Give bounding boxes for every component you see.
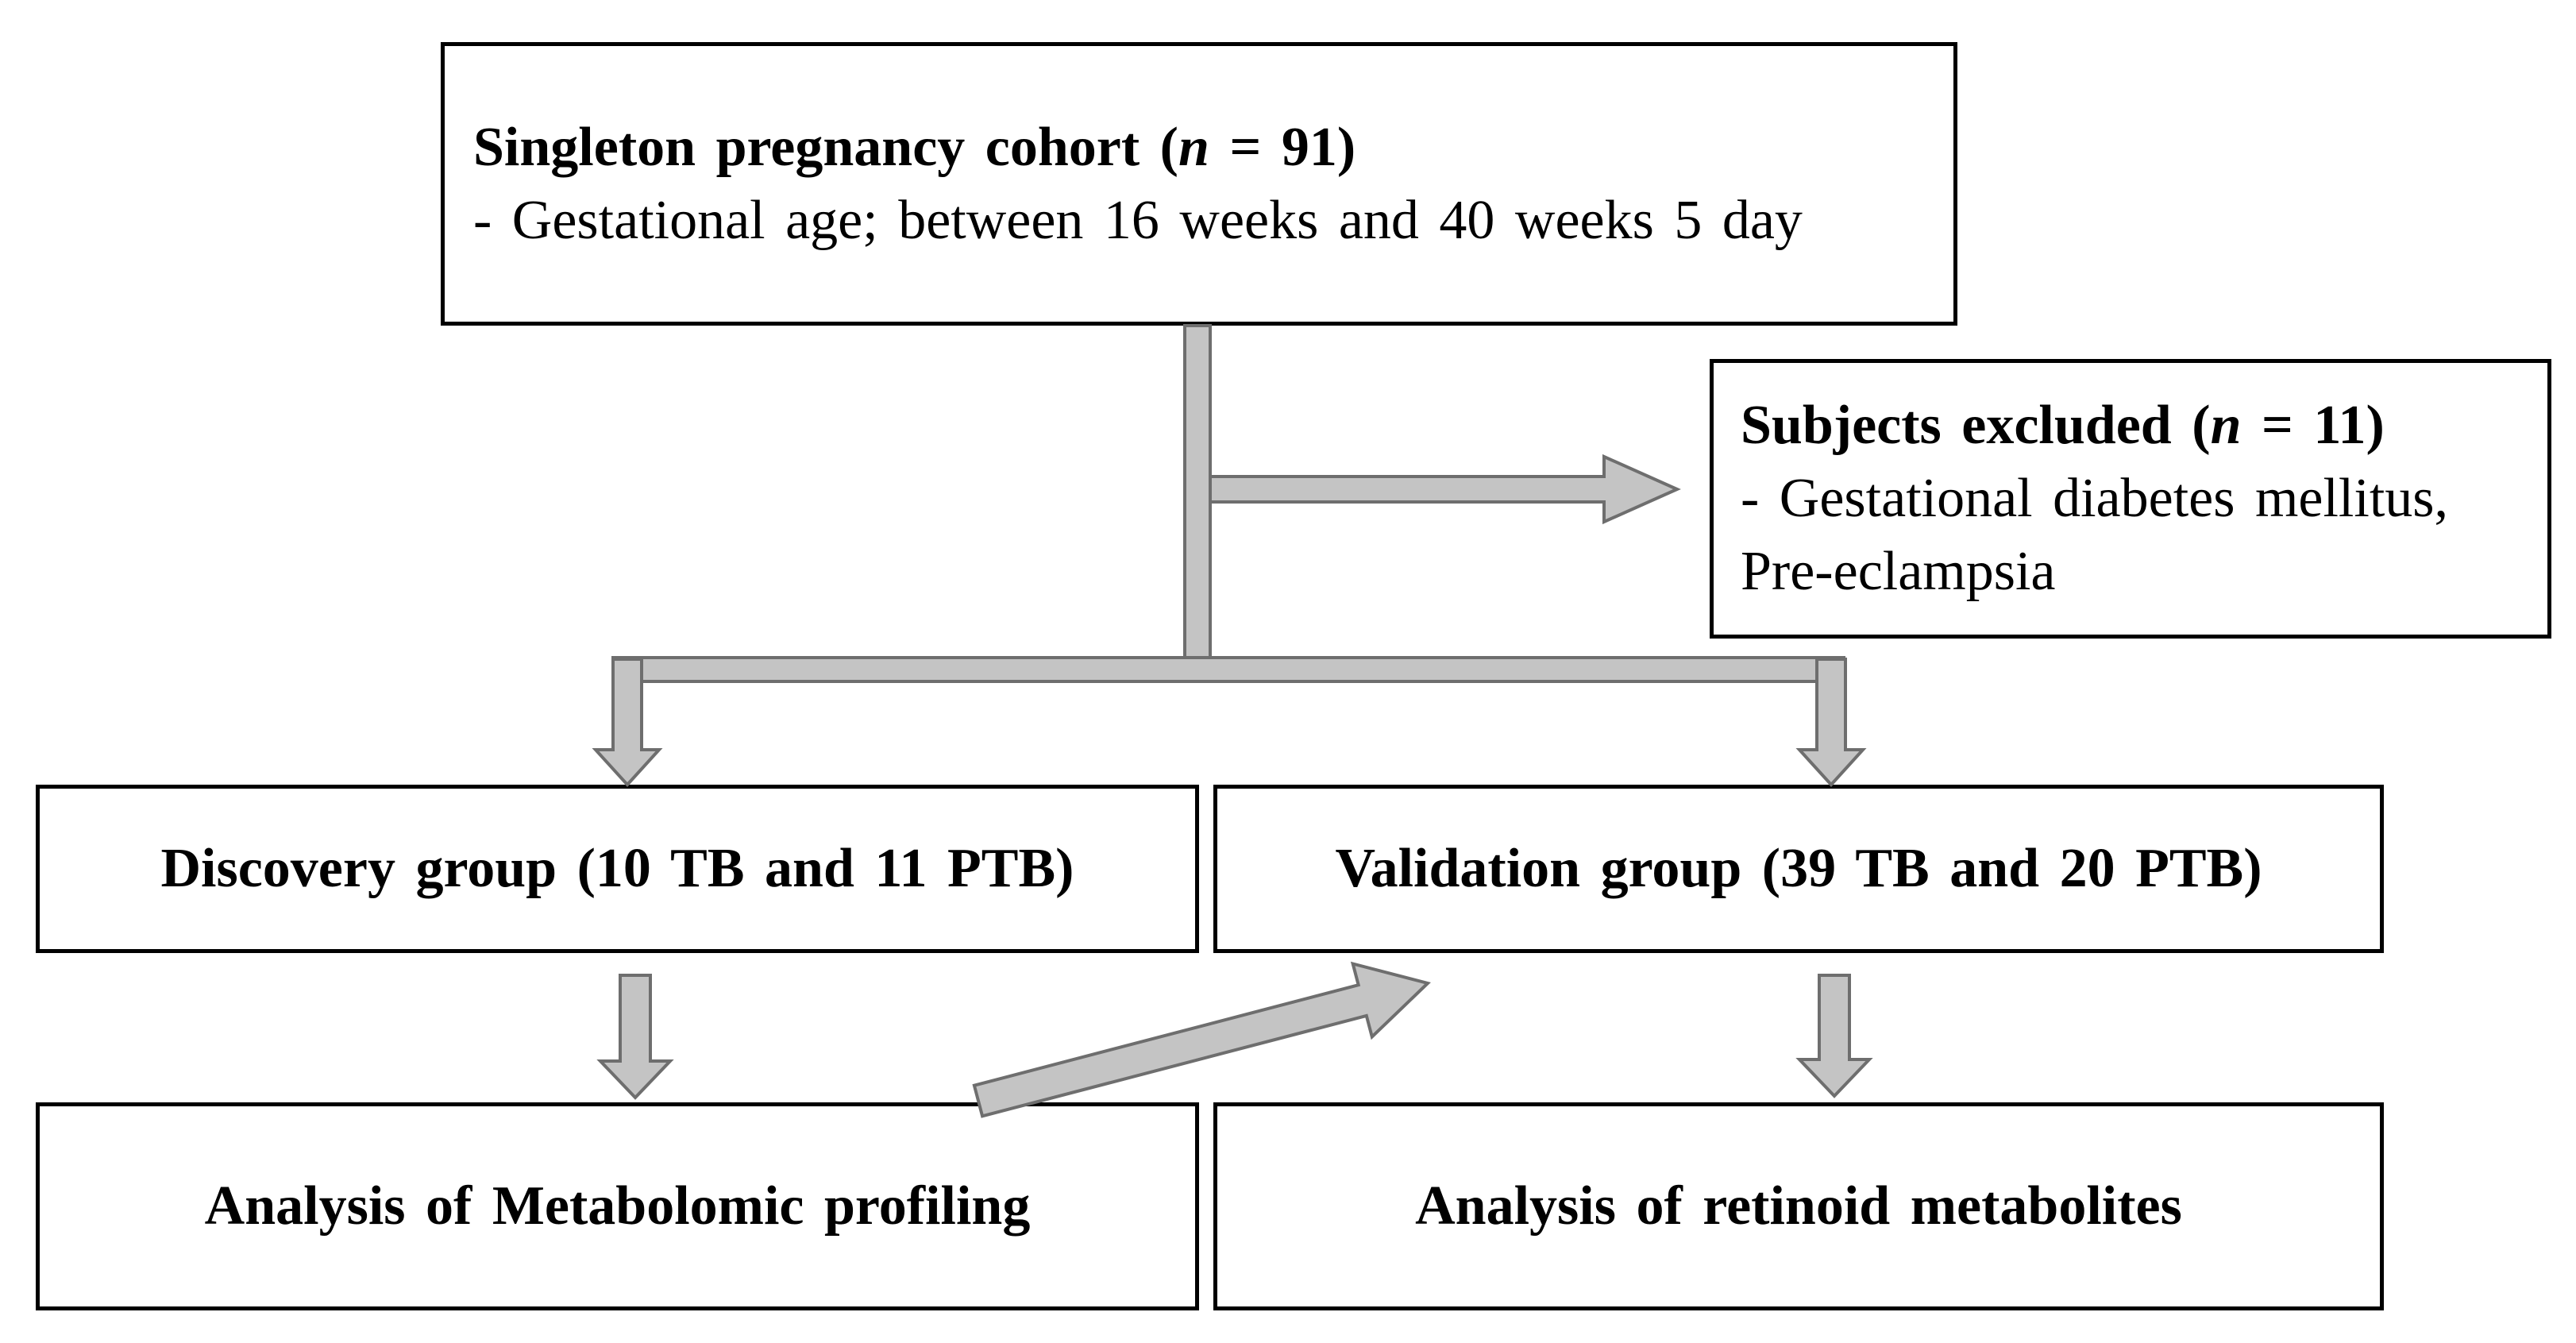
excluded-box: Subjects excluded (n = 11) - Gestational… [1710, 359, 2551, 639]
discovery-group-title: Discovery group (10 TB and 11 PTB) [160, 838, 1074, 899]
arrow-discovery-to-validation [972, 961, 1431, 1118]
arrow-split-to-discovery [592, 658, 663, 787]
excluded-box-reason-1: - Gestational diabetes mellitus, [1741, 468, 2449, 529]
metabolomic-analysis-title: Analysis of Metabolomic profiling [204, 1175, 1031, 1237]
discovery-group-box: Discovery group (10 TB and 11 PTB) [36, 785, 1199, 953]
cohort-box-title: Singleton pregnancy cohort (n = 91) [473, 111, 1355, 184]
retinoid-analysis-title: Analysis of retinoid metabolites [1415, 1175, 2182, 1237]
connector-split-bar [611, 656, 1845, 683]
cohort-title-text: Singleton pregnancy cohort ( [473, 116, 1178, 178]
cohort-title-count: = 91) [1209, 116, 1356, 178]
excluded-title-text: Subjects excluded ( [1741, 395, 2211, 456]
excluded-title-count: = 11) [2241, 395, 2385, 456]
connector-cohort-to-split [1183, 324, 1212, 677]
n-symbol: n [1178, 116, 1209, 178]
arrow-discovery-to-metabolomic [596, 974, 674, 1100]
n-symbol: n [2210, 395, 2242, 456]
retinoid-analysis-box: Analysis of retinoid metabolites [1213, 1102, 2384, 1310]
cohort-box-subtitle: - Gestational age; between 16 weeks and … [473, 189, 1803, 251]
validation-group-title: Validation group (39 TB and 20 PTB) [1335, 838, 2262, 899]
arrow-split-to-validation [1795, 658, 1867, 787]
cohort-box: Singleton pregnancy cohort (n = 91) - Ge… [441, 42, 1957, 326]
excluded-box-title: Subjects excluded (n = 11) [1741, 389, 2385, 462]
metabolomic-analysis-box: Analysis of Metabolomic profiling [36, 1102, 1199, 1310]
arrow-cohort-to-excluded [1197, 453, 1681, 525]
excluded-box-reason-2: Pre-eclampsia [1741, 541, 2056, 602]
arrow-validation-to-retinoid [1795, 974, 1873, 1098]
validation-group-box: Validation group (39 TB and 20 PTB) [1213, 785, 2384, 953]
